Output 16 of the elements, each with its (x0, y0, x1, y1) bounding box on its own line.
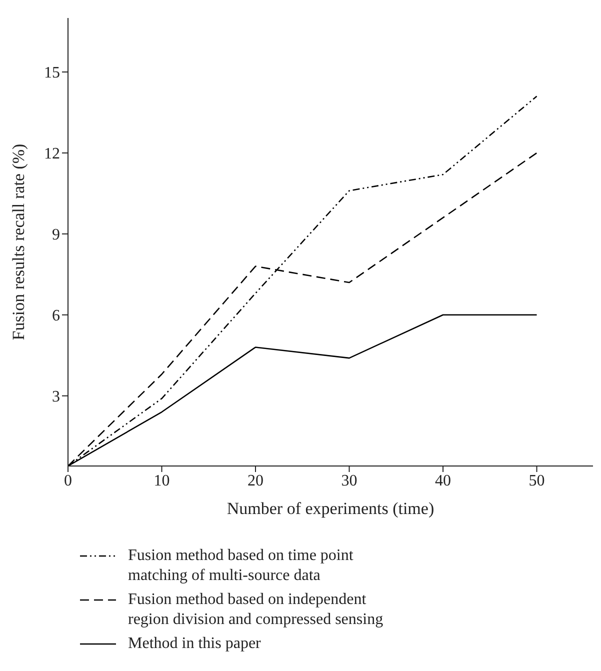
y-tick-label: 6 (52, 308, 60, 325)
y-tick-label: 3 (52, 388, 60, 406)
x-tick-label: 0 (64, 472, 72, 490)
x-tick-label: 50 (528, 472, 545, 490)
x-tick-label: 30 (341, 472, 358, 490)
y-tick-label: 15 (44, 64, 60, 82)
legend-label: Fusion method based on independent region division and compressed sensing (128, 590, 384, 630)
legend-label: Fusion method based on time point matching of multi-source data (128, 546, 354, 586)
y-axis-title: Fusion results recall rate (%) (9, 144, 28, 340)
x-tick-label: 40 (435, 472, 451, 490)
x-tick-label: 10 (154, 472, 170, 490)
legend-label: Method in this paper (128, 634, 261, 654)
y-tick-label: 12 (44, 146, 60, 163)
y-tick-label: 9 (52, 226, 60, 244)
x-tick-label: 20 (248, 472, 264, 490)
x-axis-title: Number of experiments (time) (226, 499, 434, 518)
